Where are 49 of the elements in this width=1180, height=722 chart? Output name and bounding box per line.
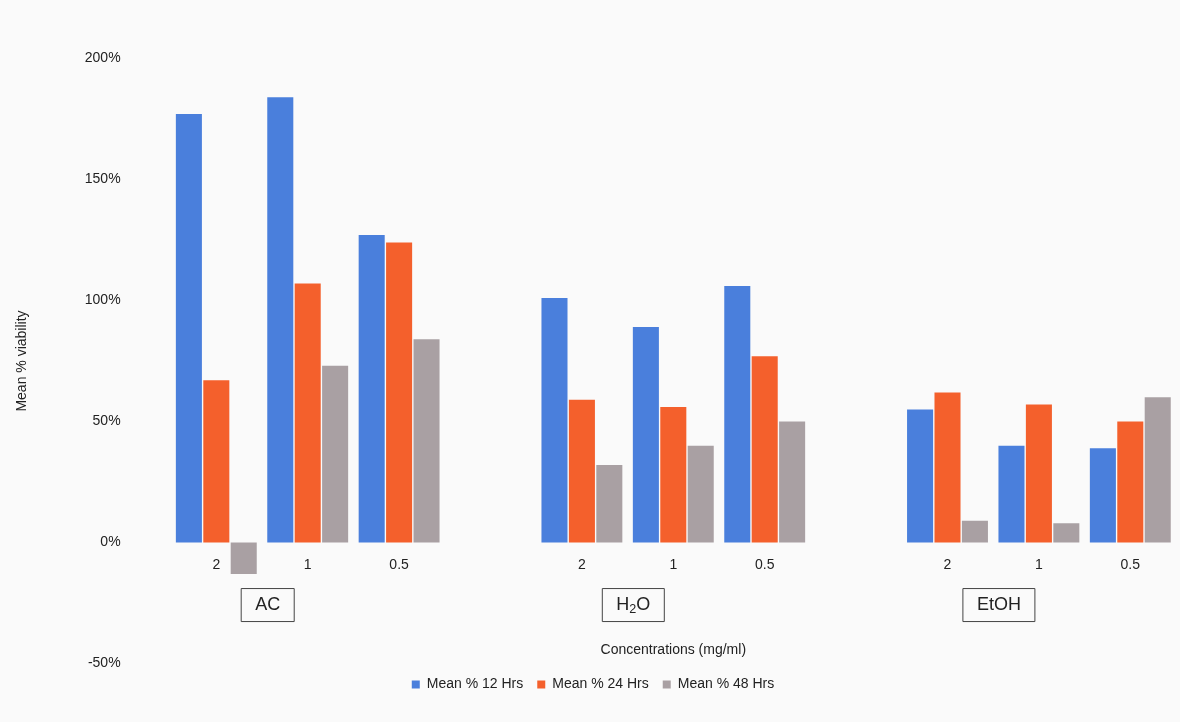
bar — [358, 235, 385, 543]
bar — [687, 445, 714, 543]
x-tick-label: 1 — [1035, 555, 1043, 572]
bar — [724, 285, 751, 543]
x-tick-label: 0.5 — [389, 555, 410, 572]
bar — [1025, 404, 1052, 543]
legend-label: Mean % 48 Hrs — [677, 675, 775, 692]
bar — [1089, 448, 1116, 543]
x-tick-label: 0.5 — [754, 555, 775, 572]
bar — [961, 520, 988, 543]
bar — [998, 445, 1025, 543]
y-tick-label: 150% — [84, 170, 121, 187]
bar — [568, 399, 595, 543]
x-tick-label: 2 — [578, 555, 587, 572]
bar — [541, 298, 568, 543]
legend-label: Mean % 24 Hrs — [552, 675, 649, 692]
bar — [1053, 523, 1080, 543]
y-tick-label: 100% — [84, 291, 121, 308]
x-tick-label: 2 — [943, 555, 952, 572]
bar — [413, 339, 440, 543]
bar — [660, 407, 687, 543]
bar — [779, 421, 806, 543]
bar — [632, 327, 659, 543]
legend-label: Mean % 12 Hrs — [426, 675, 524, 692]
x-tick-label: 2 — [212, 555, 221, 572]
y-tick-label: 50% — [92, 412, 121, 429]
x-axis-title: Concentrations (mg/ml) — [600, 641, 747, 658]
bar — [230, 542, 257, 575]
x-tick-label: 1 — [303, 555, 312, 572]
bar — [1117, 421, 1144, 543]
annotation: AC — [255, 593, 281, 614]
x-tick-label: 0.5 — [1120, 555, 1141, 572]
y-axis-title: Mean % viability — [13, 310, 30, 412]
bar — [907, 409, 934, 543]
bar — [203, 380, 230, 543]
y-tick-label: -50% — [87, 654, 121, 671]
bar — [1144, 397, 1171, 543]
bar — [751, 356, 778, 543]
annotation: EtOH — [976, 593, 1021, 614]
bar — [294, 283, 321, 543]
x-tick-label: 1 — [669, 555, 678, 572]
y-tick-label: 200% — [84, 49, 121, 66]
y-tick-label: 0% — [100, 533, 121, 550]
bar — [934, 392, 961, 543]
bar — [267, 97, 294, 543]
bar — [596, 465, 623, 543]
bar — [386, 242, 413, 543]
bar — [175, 114, 202, 543]
bar — [322, 365, 349, 543]
